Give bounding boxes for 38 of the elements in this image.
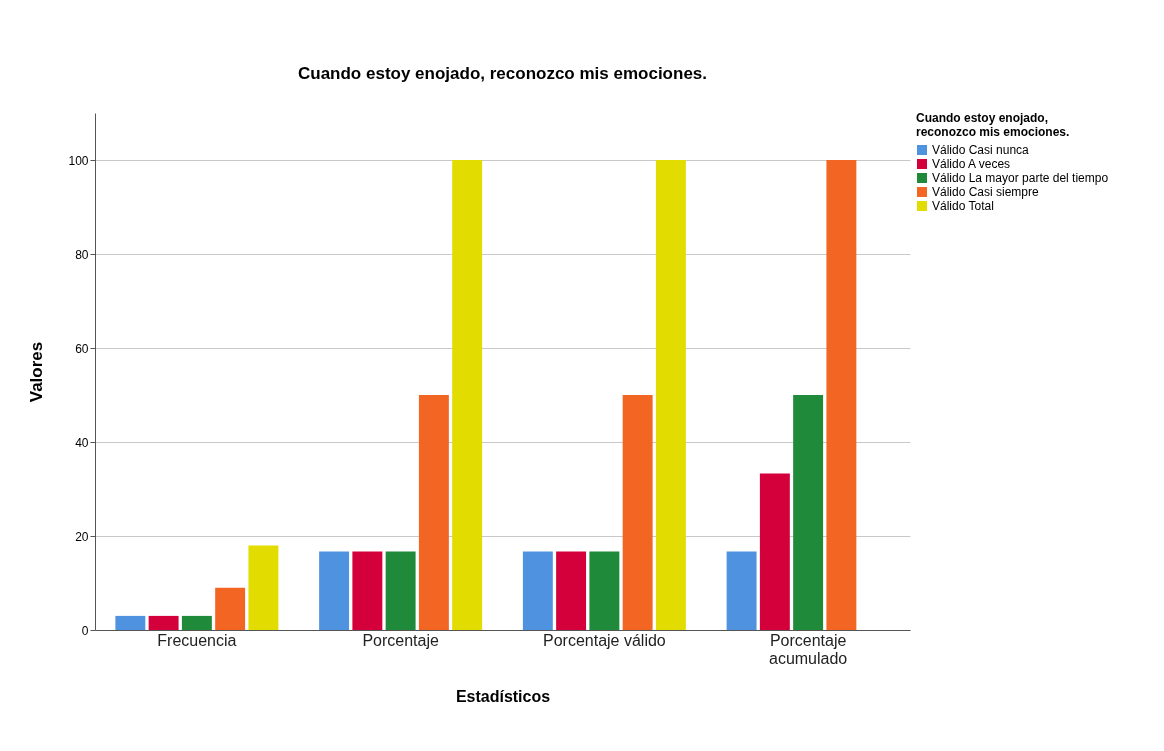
bar xyxy=(793,395,824,630)
bar xyxy=(418,395,449,630)
bar xyxy=(248,545,279,630)
legend-title: Cuando estoy enojado, reconozco mis emociones. xyxy=(916,111,1070,139)
x-tick-label: Porcentaje acumulado xyxy=(768,631,848,667)
y-tick-label: 60 xyxy=(75,341,89,356)
legend-label: Válido A veces xyxy=(932,157,1011,171)
bar xyxy=(622,395,653,630)
bar xyxy=(115,615,146,630)
bar xyxy=(726,551,757,630)
y-tick-label: 100 xyxy=(68,153,89,168)
bar xyxy=(826,160,857,630)
bar xyxy=(385,551,416,630)
x-tick-label: Porcentaje válido xyxy=(543,631,666,649)
bar xyxy=(556,551,587,630)
y-axis-title: Valores xyxy=(27,341,47,403)
bar xyxy=(319,551,350,630)
legend-label: Válido La mayor parte del tiempo xyxy=(932,171,1109,185)
bar xyxy=(148,615,179,630)
bar xyxy=(655,160,686,630)
bar xyxy=(181,615,212,630)
legend-label: Válido Casi nunca xyxy=(932,143,1030,157)
legend-label: Válido Casi siempre xyxy=(932,185,1040,199)
chart-title: Cuando estoy enojado, reconozco mis emociones. xyxy=(297,64,708,83)
bar xyxy=(215,587,246,630)
legend-label: Válido Total xyxy=(932,199,994,213)
y-tick-label: 40 xyxy=(75,435,89,450)
x-axis-title: Estadísticos xyxy=(455,687,551,705)
bar xyxy=(759,473,790,630)
x-tick-label: Porcentaje xyxy=(362,631,439,649)
bar xyxy=(522,551,553,630)
x-tick-label: Frecuencia xyxy=(157,631,237,649)
y-tick-label: 80 xyxy=(75,247,89,262)
bar xyxy=(589,551,620,630)
y-tick-label: 0 xyxy=(81,623,89,638)
bar xyxy=(352,551,383,630)
bar xyxy=(452,160,483,630)
y-tick-label: 20 xyxy=(75,529,89,544)
